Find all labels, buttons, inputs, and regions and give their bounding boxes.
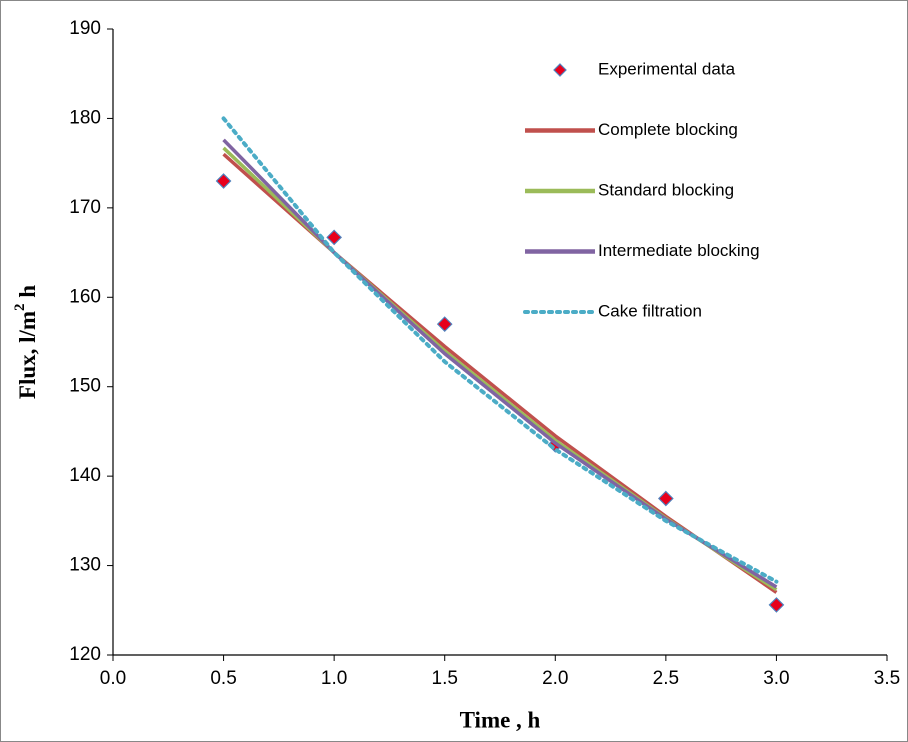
legend-label: Experimental data [598, 59, 736, 78]
y-axis-title: Flux, l/m2 h [12, 285, 40, 399]
y-title-main: Flux, l/m [15, 311, 40, 399]
data-point [658, 490, 674, 507]
x-tick-label: 3.5 [874, 668, 900, 689]
x-tick-label: 1.0 [321, 668, 347, 689]
y-tick-label: 150 [69, 376, 101, 397]
x-tick-label: 1.5 [432, 668, 458, 689]
data-point [768, 597, 785, 613]
legend-label: Cake filtration [598, 301, 702, 320]
x-axis-title: Time , h [460, 707, 541, 732]
y-tick-label: 140 [69, 465, 101, 486]
y-title-sup: 2 [12, 303, 28, 311]
legend-label: Intermediate blocking [598, 241, 760, 260]
x-tick-label: 0.5 [210, 668, 236, 689]
x-tick-label: 3.0 [763, 668, 789, 689]
data-point [215, 173, 232, 189]
y-tick-label: 160 [69, 286, 101, 307]
y-tick-label: 120 [69, 644, 101, 665]
x-tick-label: 0.0 [100, 668, 126, 689]
data-point [326, 229, 342, 246]
y-title-after: h [15, 285, 40, 304]
x-tick-label: 2.5 [653, 668, 679, 689]
series-line [221, 116, 779, 584]
y-tick-label: 180 [69, 107, 101, 128]
y-tick-label: 170 [69, 197, 101, 218]
x-tick-label: 2.0 [542, 668, 568, 689]
legend-label: Standard blocking [598, 180, 734, 199]
legend-label: Complete blocking [598, 120, 738, 139]
legend-marker [553, 63, 567, 77]
data-point [436, 316, 453, 332]
y-tick-label: 130 [69, 555, 101, 576]
y-tick-label: 190 [69, 18, 101, 39]
